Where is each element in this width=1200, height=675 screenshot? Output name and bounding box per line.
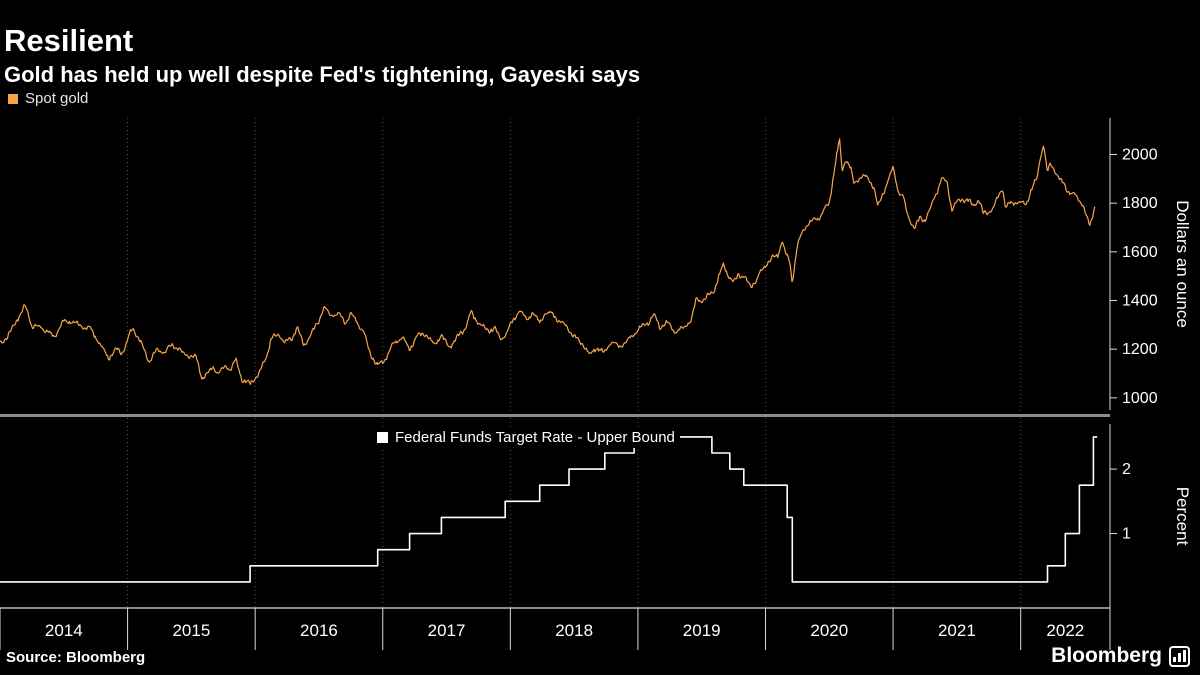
y-tick-label: 1 [1122, 526, 1131, 543]
y-axis-title: Dollars an ounce [1173, 200, 1192, 328]
year-label: 2016 [300, 621, 338, 640]
page-subtitle: Gold has held up well despite Fed's tigh… [4, 62, 641, 88]
legend-swatch-gold-icon [8, 93, 18, 104]
bloomberg-logo: Bloomberg [1051, 644, 1190, 668]
spot-gold-line [0, 138, 1096, 385]
y-tick-label: 1600 [1122, 244, 1158, 261]
year-label: 2015 [172, 621, 210, 640]
legend-spot-gold: Spot gold [8, 90, 88, 107]
year-label: 2022 [1046, 621, 1084, 640]
legend-fed-funds-label: Federal Funds Target Rate - Upper Bound [395, 429, 675, 446]
chart-canvas: 1000 1200 1400 1600 1800 2000 Dollars an ounce… [0, 118, 1192, 650]
legend-fed-funds: Federal Funds Target Rate - Upper Bound [372, 427, 680, 448]
year-label: 2014 [45, 621, 83, 640]
bloomberg-terminal-icon [1169, 645, 1190, 667]
y-tick-label: 1000 [1122, 390, 1158, 407]
page-title: Resilient [4, 22, 134, 58]
year-label: 2021 [938, 621, 976, 640]
legend-spot-gold-label: Spot gold [25, 90, 89, 107]
year-label: 2019 [683, 621, 721, 640]
y-tick-label: 1400 [1122, 293, 1158, 310]
legend-swatch-fed-icon [377, 432, 388, 443]
fed-funds-upper-bound-line [0, 436, 1098, 583]
panel-separator [0, 414, 1110, 417]
y-axis-title: Percent [1173, 487, 1192, 546]
source-label: Source: Bloomberg [6, 649, 146, 666]
year-label: 2018 [555, 621, 593, 640]
y-tick-label: 2000 [1122, 147, 1158, 164]
year-label: 2020 [810, 621, 848, 640]
y-tick-label: 1200 [1122, 341, 1158, 358]
y-tick-label: 1800 [1122, 195, 1158, 212]
bloomberg-logo-text: Bloomberg [1051, 644, 1162, 667]
y-tick-label: 2 [1122, 461, 1131, 478]
year-label: 2017 [428, 621, 466, 640]
